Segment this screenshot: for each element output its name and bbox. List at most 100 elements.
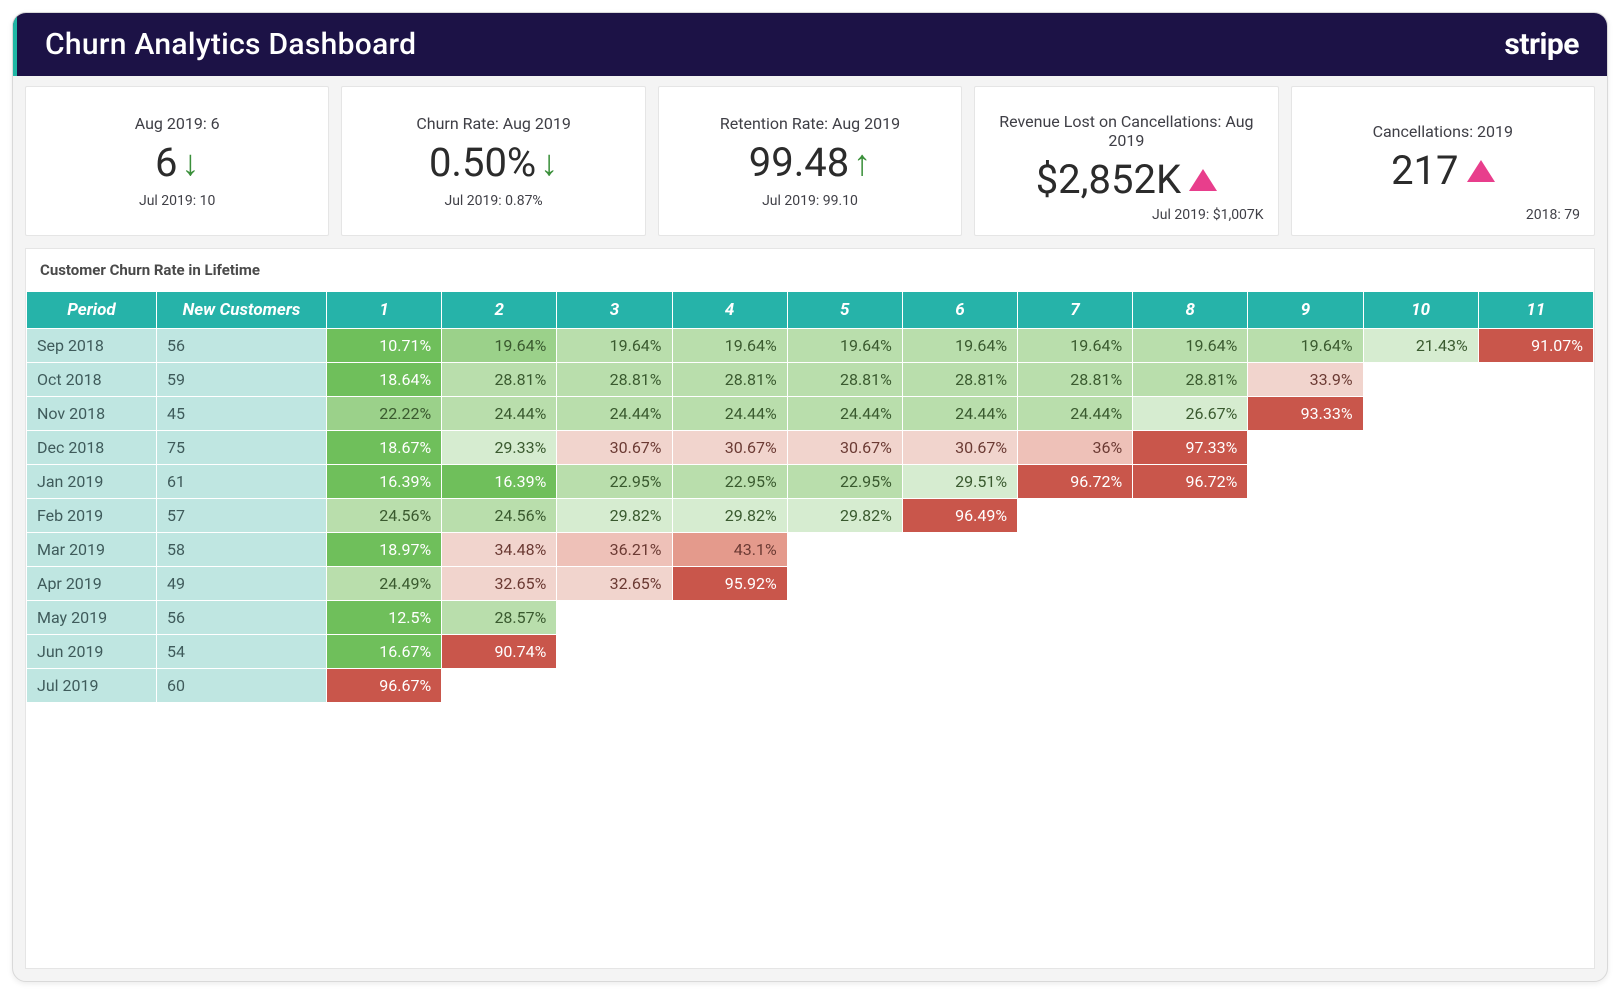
cohort-empty-cell	[902, 567, 1017, 601]
cohort-value-cell: 21.43%	[1363, 329, 1478, 363]
table-row: Sep 20185610.71%19.64%19.64%19.64%19.64%…	[27, 329, 1594, 363]
dashboard-frame: Churn Analytics Dashboard stripe Aug 201…	[12, 12, 1608, 982]
cohort-empty-cell	[442, 669, 557, 703]
cohort-empty-cell	[1478, 431, 1593, 465]
kpi-value-row: 99.48↑	[667, 143, 953, 183]
cohort-empty-cell	[1363, 363, 1478, 397]
kpi-value: 99.48	[749, 143, 849, 183]
cohort-value-cell: 90.74%	[442, 635, 557, 669]
cohort-value-cell: 19.64%	[1248, 329, 1363, 363]
kpi-row: Aug 2019: 66↓Jul 2019: 10Churn Rate: Aug…	[13, 76, 1607, 242]
table-row: Jan 20196116.39%16.39%22.95%22.95%22.95%…	[27, 465, 1594, 499]
kpi-value-row: 217	[1300, 151, 1586, 191]
cohort-value-cell: 36.21%	[557, 533, 672, 567]
cohort-header-cell: 6	[902, 292, 1017, 329]
cohort-empty-cell	[1478, 635, 1593, 669]
cohort-empty-cell	[1363, 431, 1478, 465]
kpi-title: Retention Rate: Aug 2019	[667, 114, 953, 133]
period-cell: Jun 2019	[27, 635, 157, 669]
cohort-empty-cell	[1363, 635, 1478, 669]
cohort-value-cell: 96.67%	[327, 669, 442, 703]
cohort-value-cell: 19.64%	[557, 329, 672, 363]
cohort-empty-cell	[672, 635, 787, 669]
arrow-down-icon: ↓	[540, 145, 558, 181]
kpi-card: Churn Rate: Aug 20190.50%↓Jul 2019: 0.87…	[341, 86, 645, 236]
cohort-value-cell: 97.33%	[1133, 431, 1248, 465]
cohort-empty-cell	[1018, 601, 1133, 635]
cohort-value-cell: 93.33%	[1248, 397, 1363, 431]
cohort-value-cell: 96.72%	[1018, 465, 1133, 499]
kpi-card: Cancellations: 20192172018: 79	[1291, 86, 1595, 236]
cohort-value-cell: 19.64%	[1133, 329, 1248, 363]
cohort-value-cell: 30.67%	[672, 431, 787, 465]
cohort-value-cell: 24.49%	[327, 567, 442, 601]
period-cell: Dec 2018	[27, 431, 157, 465]
cohort-header-cell: 4	[672, 292, 787, 329]
kpi-value-row: 0.50%↓	[350, 143, 636, 183]
cohort-empty-cell	[1133, 601, 1248, 635]
cohort-header-cell: Period	[27, 292, 157, 329]
cohort-value-cell: 24.44%	[672, 397, 787, 431]
new-customers-cell: 75	[157, 431, 327, 465]
cohort-value-cell: 18.64%	[327, 363, 442, 397]
period-cell: Jan 2019	[27, 465, 157, 499]
cohort-value-cell: 29.82%	[787, 499, 902, 533]
cohort-value-cell: 24.56%	[442, 499, 557, 533]
cohort-value-cell: 24.44%	[442, 397, 557, 431]
brand-logo: stripe	[1504, 27, 1579, 62]
cohort-value-cell: 34.48%	[442, 533, 557, 567]
period-cell: May 2019	[27, 601, 157, 635]
new-customers-cell: 56	[157, 329, 327, 363]
cohort-header-cell: 8	[1133, 292, 1248, 329]
kpi-value-row: 6↓	[34, 143, 320, 183]
cohort-empty-cell	[1133, 567, 1248, 601]
cohort-value-cell: 24.44%	[557, 397, 672, 431]
cohort-empty-cell	[1133, 499, 1248, 533]
cohort-header-row: PeriodNew Customers1234567891011	[27, 292, 1594, 329]
new-customers-cell: 59	[157, 363, 327, 397]
table-row: Jun 20195416.67%90.74%	[27, 635, 1594, 669]
period-cell: Sep 2018	[27, 329, 157, 363]
cohort-value-cell: 26.67%	[1133, 397, 1248, 431]
table-row: Apr 20194924.49%32.65%32.65%95.92%	[27, 567, 1594, 601]
cohort-header-cell: New Customers	[157, 292, 327, 329]
cohort-empty-cell	[1248, 635, 1363, 669]
period-cell: Mar 2019	[27, 533, 157, 567]
cohort-header-cell: 5	[787, 292, 902, 329]
cohort-empty-cell	[1248, 499, 1363, 533]
cohort-value-cell: 28.81%	[442, 363, 557, 397]
cohort-empty-cell	[557, 601, 672, 635]
cohort-empty-cell	[1363, 567, 1478, 601]
cohort-value-cell: 24.44%	[902, 397, 1017, 431]
cohort-empty-cell	[1478, 669, 1593, 703]
kpi-title: Churn Rate: Aug 2019	[350, 114, 636, 133]
triangle-up-icon	[1189, 169, 1217, 191]
cohort-empty-cell	[787, 601, 902, 635]
cohort-empty-cell	[1133, 669, 1248, 703]
cohort-empty-cell	[1363, 601, 1478, 635]
cohort-header-cell: 7	[1018, 292, 1133, 329]
cohort-empty-cell	[672, 601, 787, 635]
cohort-empty-cell	[902, 635, 1017, 669]
kpi-value-row: $2,852K	[983, 160, 1269, 200]
cohort-empty-cell	[902, 669, 1017, 703]
cohort-body: Sep 20185610.71%19.64%19.64%19.64%19.64%…	[27, 329, 1594, 703]
cohort-empty-cell	[557, 669, 672, 703]
table-row: Jul 20196096.67%	[27, 669, 1594, 703]
period-cell: Feb 2019	[27, 499, 157, 533]
kpi-comparison: Jul 2019: $1,007K	[1152, 207, 1264, 223]
period-cell: Oct 2018	[27, 363, 157, 397]
cohort-value-cell: 96.72%	[1133, 465, 1248, 499]
cohort-empty-cell	[787, 533, 902, 567]
cohort-value-cell: 16.39%	[442, 465, 557, 499]
cohort-empty-cell	[787, 635, 902, 669]
triangle-up-icon	[1467, 160, 1495, 182]
cohort-value-cell: 32.65%	[557, 567, 672, 601]
cohort-empty-cell	[1248, 669, 1363, 703]
cohort-header-cell: 1	[327, 292, 442, 329]
table-row: May 20195612.5%28.57%	[27, 601, 1594, 635]
cohort-empty-cell	[902, 601, 1017, 635]
kpi-card: Retention Rate: Aug 201999.48↑Jul 2019: …	[658, 86, 962, 236]
cohort-empty-cell	[1018, 669, 1133, 703]
period-cell: Nov 2018	[27, 397, 157, 431]
